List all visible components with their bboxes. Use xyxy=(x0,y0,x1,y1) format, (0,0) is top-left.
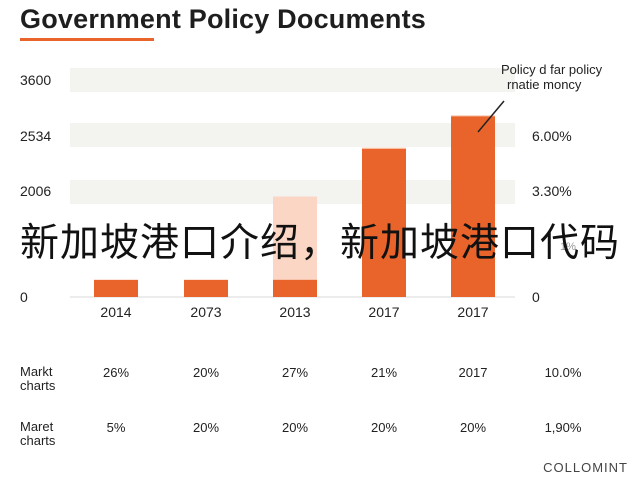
bar xyxy=(184,279,228,297)
brand-logo-text: COLLOMINT xyxy=(543,460,628,475)
overlay-caption: 新加坡港口介绍，新加坡港口代码 xyxy=(19,221,620,266)
y-tick-label-right: 6.00% xyxy=(532,128,572,144)
annotation-line2: rnatie moncy xyxy=(507,77,582,92)
y-tick-labels: 3600 2534 2006 0 6.00% 3.30% 0 1% xyxy=(20,72,576,305)
bar xyxy=(362,148,406,297)
grid-band xyxy=(70,123,515,147)
table-cell: 20% xyxy=(459,420,487,435)
table-cell: 20% xyxy=(281,420,309,435)
table-cell: 20% xyxy=(192,420,220,435)
x-tick-label: 2017 xyxy=(457,304,488,320)
bar xyxy=(94,279,138,297)
bar xyxy=(273,279,317,297)
x-tick-label: 2017 xyxy=(368,304,399,320)
x-tick-label: 2073 xyxy=(190,304,221,320)
table-cell: 10.0% xyxy=(544,365,582,380)
table-cell: 1,90% xyxy=(544,420,582,435)
table-cell: 2017 xyxy=(458,365,488,380)
table-cell: 26% xyxy=(102,365,130,380)
table-row-label: Maret charts xyxy=(20,419,56,448)
table-cell: 20% xyxy=(192,365,220,380)
table-cell: 20% xyxy=(370,420,398,435)
table-cell: 5% xyxy=(106,420,126,435)
y-tick-label: 0 xyxy=(20,289,28,305)
table-cell: 21% xyxy=(370,365,398,380)
y-tick-label-right: 3.30% xyxy=(532,183,572,199)
y-tick-label: 3600 xyxy=(20,72,51,88)
title-underline xyxy=(20,38,154,41)
bars xyxy=(94,115,495,297)
y-tick-label: 2006 xyxy=(20,183,51,199)
grid-band xyxy=(70,68,515,92)
annotation-arrow xyxy=(477,100,505,133)
chart-title: Government Policy Documents xyxy=(20,4,426,34)
bar xyxy=(451,116,495,297)
x-tick-labels: 2014 2073 2013 2017 2017 xyxy=(100,304,488,320)
x-tick-label: 2014 xyxy=(100,304,131,320)
y-tick-label-right: 0 xyxy=(532,289,540,305)
y-tick-label: 2534 xyxy=(20,128,51,144)
table-cell: 27% xyxy=(281,365,309,380)
right-partial-label: 1% xyxy=(560,241,576,253)
table-row-label: Markt charts xyxy=(20,364,56,393)
annotation-line1: Policy d far policy xyxy=(501,62,603,77)
x-tick-label: 2013 xyxy=(279,304,310,320)
